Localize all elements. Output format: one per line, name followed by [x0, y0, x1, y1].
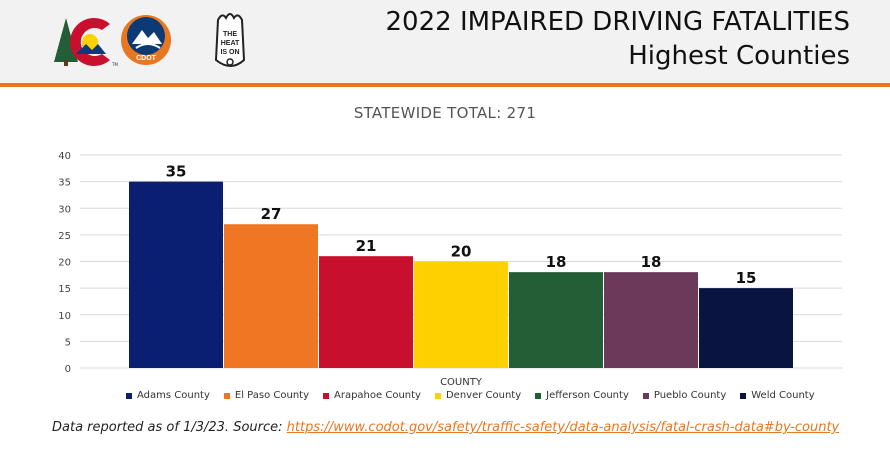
legend-label: Pueblo County	[653, 390, 727, 401]
svg-text:TM: TM	[111, 62, 118, 67]
legend-item: Denver County	[434, 390, 522, 401]
legend-label: Weld County	[751, 390, 815, 401]
data-label: 15	[736, 269, 757, 287]
data-label: 27	[261, 205, 282, 223]
header-divider	[0, 83, 890, 87]
legend-swatch	[740, 392, 747, 399]
legend-item: Pueblo County	[642, 390, 727, 401]
page-title-line-2: Highest Counties	[628, 41, 850, 71]
footnote-text: Data reported as of 1/3/23. Source:	[52, 420, 287, 435]
svg-text:HEAT: HEAT	[221, 40, 240, 47]
legend-item: Adams County	[126, 390, 210, 401]
chart-legend: Adams County El Paso County Arapahoe Count…	[126, 390, 815, 401]
page-title-line-1: 2022 IMPAIRED DRIVING FATALITIES	[385, 7, 850, 37]
legend-label: Jefferson County	[546, 390, 629, 401]
bar-jefferson-county	[509, 272, 603, 368]
source-footnote: Data reported as of 1/3/23. Source: http…	[52, 420, 839, 435]
legend-swatch	[223, 392, 230, 399]
y-tick-label: 25	[58, 231, 71, 242]
legend-swatch	[323, 392, 329, 399]
legend-label: Arapahoe County	[334, 390, 421, 401]
legend-item: Arapahoe County	[323, 390, 421, 401]
legend-label: El Paso County	[234, 390, 309, 401]
legend-label: Denver County	[445, 390, 522, 401]
y-tick-label: 40	[58, 151, 71, 162]
legend-swatch	[126, 392, 132, 399]
colorado-c-logo: TM	[54, 18, 118, 67]
logo-group: TM CDOT THE HEAT IS ON	[54, 13, 246, 67]
svg-text:THE: THE	[223, 31, 237, 38]
legend-item: Jefferson County	[535, 390, 629, 401]
y-tick-label: 35	[58, 178, 71, 189]
legend-item: Weld County	[740, 390, 815, 401]
legend-swatch	[434, 392, 441, 399]
svg-text:IS ON: IS ON	[220, 49, 239, 56]
cdot-logo: CDOT	[121, 15, 171, 65]
y-tick-label: 20	[58, 258, 71, 269]
svg-text:CDOT: CDOT	[136, 55, 157, 62]
x-axis-label: COUNTY	[440, 377, 483, 388]
chart-title: STATEWIDE TOTAL: 271	[353, 104, 537, 122]
y-tick-label: 10	[58, 311, 71, 322]
legend-item: El Paso County	[223, 390, 309, 401]
source-link[interactable]: https://www.codot.gov/safety/traffic-saf…	[286, 420, 840, 435]
y-tick-label: 15	[58, 284, 71, 295]
legend-label: Adams County	[137, 390, 210, 401]
heat-is-on-logo: THE HEAT IS ON	[214, 13, 246, 67]
data-label: 20	[451, 243, 472, 261]
bar-adams-county	[129, 181, 223, 368]
data-label: 35	[166, 163, 187, 181]
bar-pueblo-county	[604, 272, 698, 368]
bar-denver-county	[414, 261, 508, 368]
bar-weld-county	[699, 288, 793, 368]
y-tick-label: 0	[65, 364, 71, 375]
bar-el-paso-county	[224, 224, 318, 368]
data-label: 21	[356, 237, 377, 255]
data-label: 18	[641, 253, 662, 271]
y-tick-label: 5	[65, 337, 71, 348]
data-label: 18	[546, 253, 567, 271]
y-tick-label: 30	[58, 204, 71, 215]
legend-swatch	[535, 392, 542, 399]
bar-arapahoe-county	[319, 256, 413, 368]
legend-swatch	[642, 392, 649, 399]
